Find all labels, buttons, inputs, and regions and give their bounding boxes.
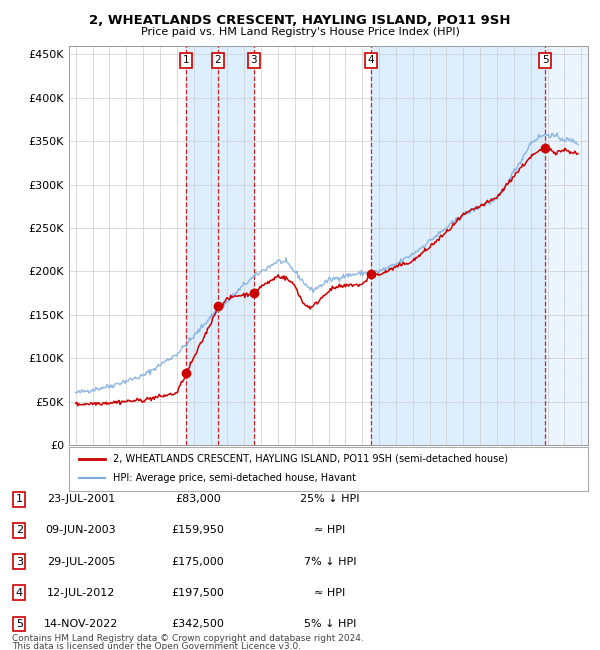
- Text: This data is licensed under the Open Government Licence v3.0.: This data is licensed under the Open Gov…: [12, 642, 301, 650]
- Text: ≈ HPI: ≈ HPI: [314, 588, 346, 598]
- Text: 2: 2: [215, 55, 221, 65]
- Text: 14-NOV-2022: 14-NOV-2022: [44, 619, 118, 629]
- Text: 23-JUL-2001: 23-JUL-2001: [47, 494, 115, 504]
- Text: 29-JUL-2005: 29-JUL-2005: [47, 556, 115, 567]
- Text: £197,500: £197,500: [172, 588, 224, 598]
- Text: 5% ↓ HPI: 5% ↓ HPI: [304, 619, 356, 629]
- Text: 2: 2: [16, 525, 23, 536]
- Bar: [186, 46, 218, 445]
- Text: 12-JUL-2012: 12-JUL-2012: [47, 588, 115, 598]
- Text: 4: 4: [16, 588, 23, 598]
- Text: £175,000: £175,000: [172, 556, 224, 567]
- Text: 2, WHEATLANDS CRESCENT, HAYLING ISLAND, PO11 9SH: 2, WHEATLANDS CRESCENT, HAYLING ISLAND, …: [89, 14, 511, 27]
- Text: ≈ HPI: ≈ HPI: [314, 525, 346, 536]
- Text: Price paid vs. HM Land Registry's House Price Index (HPI): Price paid vs. HM Land Registry's House …: [140, 27, 460, 37]
- Text: 1: 1: [16, 494, 23, 504]
- Bar: [371, 46, 545, 445]
- Text: 5: 5: [542, 55, 548, 65]
- Text: 4: 4: [368, 55, 374, 65]
- Text: 2, WHEATLANDS CRESCENT, HAYLING ISLAND, PO11 9SH (semi-detached house): 2, WHEATLANDS CRESCENT, HAYLING ISLAND, …: [113, 454, 508, 464]
- Text: 7% ↓ HPI: 7% ↓ HPI: [304, 556, 356, 567]
- Text: 25% ↓ HPI: 25% ↓ HPI: [300, 494, 360, 504]
- Bar: [218, 46, 254, 445]
- Text: 1: 1: [183, 55, 190, 65]
- Text: 5: 5: [16, 619, 23, 629]
- Text: £342,500: £342,500: [172, 619, 224, 629]
- Text: HPI: Average price, semi-detached house, Havant: HPI: Average price, semi-detached house,…: [113, 473, 356, 484]
- Text: 09-JUN-2003: 09-JUN-2003: [46, 525, 116, 536]
- Text: Contains HM Land Registry data © Crown copyright and database right 2024.: Contains HM Land Registry data © Crown c…: [12, 634, 364, 643]
- Text: 3: 3: [16, 556, 23, 567]
- Text: £83,000: £83,000: [175, 494, 221, 504]
- Text: 3: 3: [251, 55, 257, 65]
- Bar: [545, 46, 588, 445]
- Text: £159,950: £159,950: [172, 525, 224, 536]
